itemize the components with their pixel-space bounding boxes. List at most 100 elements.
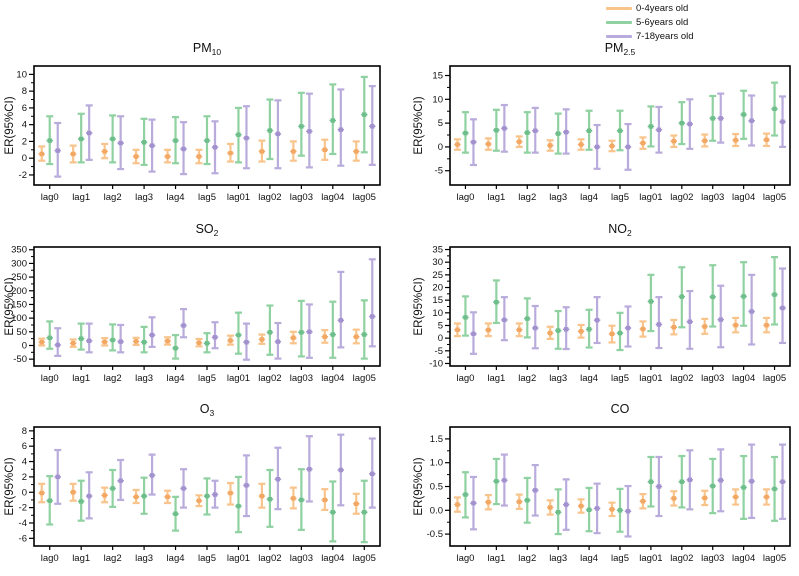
mean-marker xyxy=(702,324,707,329)
y-axis-label: ER(95%CI) xyxy=(4,277,16,335)
mean-marker xyxy=(609,143,615,149)
y-tick-label: 0 xyxy=(22,340,27,351)
mean-marker xyxy=(354,334,359,339)
y-tick-label: -0.5 xyxy=(427,529,443,540)
series-5-6years-old xyxy=(461,454,779,536)
mean-marker xyxy=(267,330,273,335)
mean-marker xyxy=(212,492,218,497)
series-5-6years-old xyxy=(46,468,368,544)
mean-marker xyxy=(78,336,84,341)
x-tick-label: lag04 xyxy=(732,553,755,564)
x-tick-label: lag03 xyxy=(290,192,313,203)
x-axis: lag0 lag1 lag2 lag3 lag4 lag5 lag01 lag02 lag03 l… xyxy=(41,185,376,203)
mean-marker xyxy=(586,327,592,332)
mean-marker xyxy=(39,151,44,157)
mean-marker xyxy=(118,140,123,146)
mean-marker xyxy=(86,130,92,136)
mean-marker xyxy=(55,342,60,348)
mean-marker xyxy=(764,137,769,142)
y-tick-label: 0 xyxy=(438,142,443,153)
x-tick-label: lag01 xyxy=(227,192,250,203)
mean-marker xyxy=(502,317,507,323)
legend-line-swatch-orange xyxy=(606,7,632,10)
o3-panel: O3 ER(95%CI) -6 -4 -2 0 2 4 6 8 lag0 lag1 lag2 lag3 la… xyxy=(0,391,399,576)
mean-marker xyxy=(165,338,170,344)
x-tick-label: lag2 xyxy=(104,192,122,203)
mean-marker xyxy=(687,477,693,483)
mean-marker xyxy=(555,328,561,333)
x-tick-label: lag0 xyxy=(456,553,474,564)
mean-marker xyxy=(362,332,367,337)
series-0-4years-old xyxy=(453,132,771,153)
mean-marker xyxy=(141,140,147,145)
mean-marker xyxy=(502,126,507,131)
mean-marker xyxy=(212,145,218,150)
legend-item-0-4years: 0-4years old xyxy=(606,2,694,15)
y-tick-label: -5 xyxy=(435,166,443,177)
panel-title: CO xyxy=(611,402,630,416)
mean-marker xyxy=(547,505,553,510)
mean-marker xyxy=(486,500,491,505)
mean-marker xyxy=(517,139,522,144)
y-tick-label: 100 xyxy=(11,313,27,324)
x-tick-label: lag02 xyxy=(670,553,693,564)
mean-marker xyxy=(741,485,746,490)
mean-marker xyxy=(687,121,693,127)
x-tick-label: lag01 xyxy=(227,553,250,564)
mean-marker xyxy=(656,127,662,132)
mean-marker xyxy=(102,339,107,345)
mean-marker xyxy=(70,341,76,346)
x-tick-label: lag0 xyxy=(41,553,59,564)
y-tick-label: -10 xyxy=(429,358,443,369)
y-tick-label: 15 xyxy=(432,71,443,82)
x-axis: lag0 lag1 lag2 lag3 lag4 lag5 lag01 lag02 lag03 l… xyxy=(456,366,786,384)
x-tick-label: lag1 xyxy=(72,553,90,564)
mean-marker xyxy=(471,331,476,337)
mean-marker xyxy=(70,490,76,495)
mean-marker xyxy=(718,478,723,483)
mean-marker xyxy=(181,323,186,328)
mean-marker xyxy=(86,338,92,344)
mean-marker xyxy=(338,467,344,473)
x-tick-label: lag1 xyxy=(487,373,505,384)
x-tick-label: lag04 xyxy=(321,553,344,564)
legend-label: 0-4years old xyxy=(636,3,689,14)
mean-marker xyxy=(533,128,538,133)
x-tick-label: lag05 xyxy=(353,373,376,384)
mean-marker xyxy=(259,337,265,342)
y-tick-label: 10 xyxy=(432,94,443,105)
mean-marker xyxy=(47,138,52,143)
mean-marker xyxy=(204,138,210,143)
mean-marker xyxy=(525,498,530,503)
x-tick-label: lag03 xyxy=(290,553,313,564)
mean-marker xyxy=(291,496,296,501)
y-tick-label: 0 xyxy=(438,333,443,344)
mean-marker xyxy=(259,493,265,499)
series-7-18years-old xyxy=(469,443,787,538)
mean-marker xyxy=(236,503,241,509)
mean-marker xyxy=(594,506,600,511)
y-tick-label: -2 xyxy=(19,170,27,181)
mean-marker xyxy=(710,483,715,489)
mean-marker xyxy=(772,486,777,492)
y-tick-label: 15 xyxy=(432,295,443,306)
mean-marker xyxy=(780,305,785,311)
x-tick-label: lag0 xyxy=(456,373,474,384)
y-tick-label: 50 xyxy=(16,327,27,338)
mean-marker xyxy=(362,112,367,117)
mean-marker xyxy=(78,136,84,142)
series-7-18years-old xyxy=(54,85,376,178)
y-tick-label: 250 xyxy=(11,272,27,283)
mean-marker xyxy=(78,499,84,504)
mean-marker xyxy=(55,474,60,480)
mean-marker xyxy=(533,488,538,493)
panel-title: NO2 xyxy=(608,222,632,238)
panel-title: PM10 xyxy=(193,41,221,57)
y-tick-label: 200 xyxy=(11,286,27,297)
mean-marker xyxy=(244,340,249,345)
mean-marker xyxy=(718,317,723,322)
series-7-18years-old xyxy=(469,267,787,355)
legend-line-swatch-purple xyxy=(606,35,632,38)
mean-marker xyxy=(648,479,654,484)
